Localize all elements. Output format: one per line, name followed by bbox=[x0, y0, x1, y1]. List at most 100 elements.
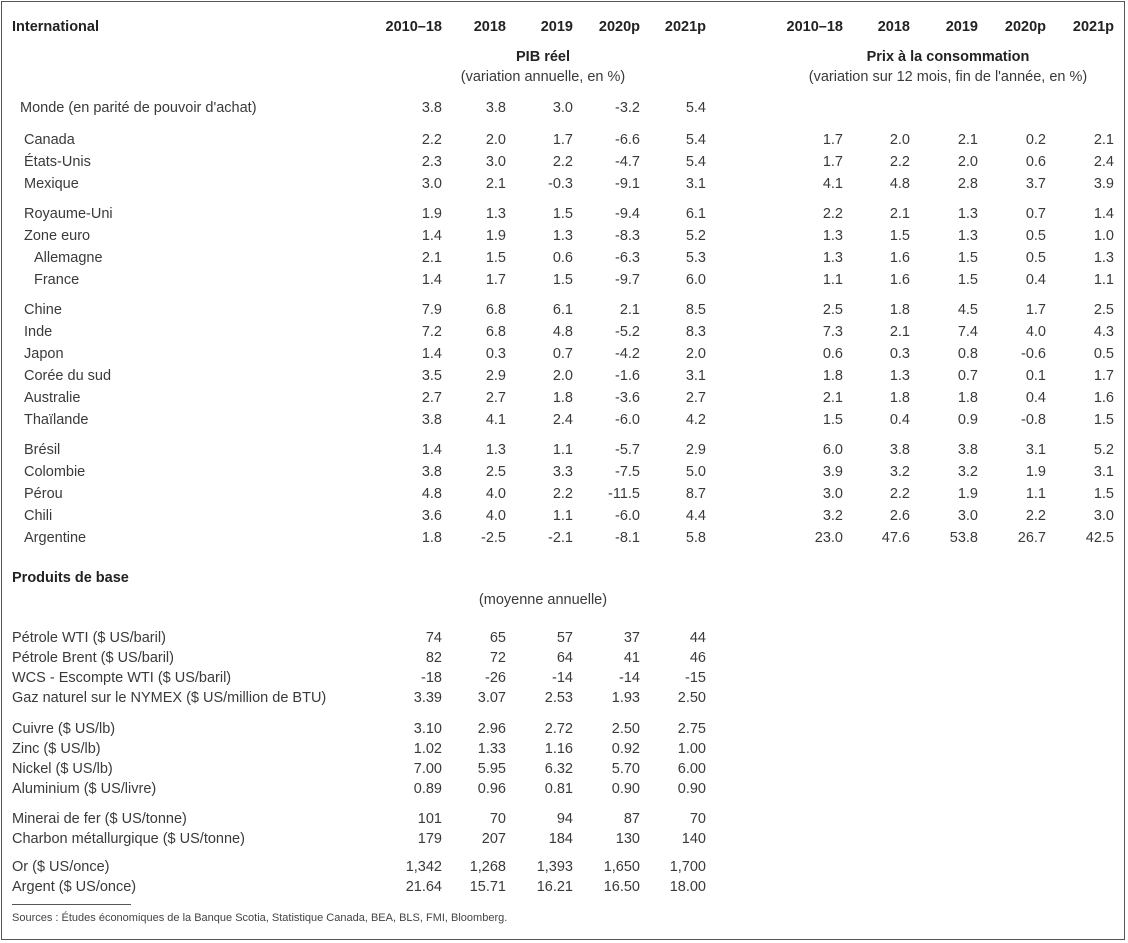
gdp-value: -11.5 bbox=[608, 486, 640, 502]
commodity-value: 0.81 bbox=[544, 781, 573, 797]
cpi-value: 1.3 bbox=[889, 368, 910, 384]
cpi-value: 1.5 bbox=[889, 228, 910, 244]
gdp-value: 0.6 bbox=[552, 250, 573, 266]
cpi-value: 2.2 bbox=[889, 154, 910, 170]
gdp-value: 5.4 bbox=[685, 154, 706, 170]
gdp-value: 2.2 bbox=[421, 132, 442, 148]
cpi-value: 2.2 bbox=[1025, 508, 1046, 524]
gdp-value: 5.8 bbox=[685, 530, 706, 546]
gdp-value: 3.0 bbox=[552, 100, 573, 116]
commodity-value: -26 bbox=[485, 670, 506, 686]
gdp-value: 1.1 bbox=[552, 508, 573, 524]
cpi-value: 3.1 bbox=[1093, 464, 1114, 480]
cpi-value: -0.6 bbox=[1021, 346, 1046, 362]
cpi-column-header: 2010–18 bbox=[786, 19, 843, 35]
commodity-value: -18 bbox=[421, 670, 442, 686]
gdp-value: 2.0 bbox=[552, 368, 573, 384]
commodity-value: 1.16 bbox=[544, 741, 573, 757]
commodity-value: 15.71 bbox=[469, 879, 506, 895]
gdp-value: 6.1 bbox=[552, 302, 573, 318]
gdp-section-title: PIB réel bbox=[516, 49, 570, 65]
cpi-column-header: 2020p bbox=[1004, 19, 1046, 35]
cpi-value: 1.6 bbox=[1093, 390, 1114, 406]
commodity-value: 140 bbox=[681, 831, 706, 847]
commodity-value: 1,393 bbox=[536, 859, 573, 875]
commodity-value: 74 bbox=[425, 630, 442, 646]
country-name: Inde bbox=[24, 324, 53, 340]
cpi-value: 3.9 bbox=[1093, 176, 1114, 192]
gdp-value: 2.7 bbox=[421, 390, 442, 406]
country-name: Canada bbox=[24, 132, 75, 148]
cpi-value: 6.0 bbox=[822, 442, 843, 458]
commodity-value: 179 bbox=[417, 831, 442, 847]
gdp-value: -3.2 bbox=[615, 100, 640, 116]
country-name: Mexique bbox=[24, 176, 79, 192]
cpi-value: 2.0 bbox=[957, 154, 978, 170]
cpi-value: 2.0 bbox=[889, 132, 910, 148]
gdp-value: 7.9 bbox=[421, 302, 442, 318]
commodity-value: 64 bbox=[556, 650, 573, 666]
commodity-name: Cuivre ($ US/lb) bbox=[12, 721, 116, 737]
commodity-value: 2.75 bbox=[677, 721, 706, 737]
cpi-value: 7.3 bbox=[822, 324, 843, 340]
commodity-name: Pétrole Brent ($ US/baril) bbox=[12, 650, 174, 666]
gdp-value: 4.8 bbox=[421, 486, 442, 502]
commodity-value: 101 bbox=[417, 811, 442, 827]
gdp-value: 1.7 bbox=[552, 132, 573, 148]
gdp-value: 3.0 bbox=[421, 176, 442, 192]
commodity-value: 18.00 bbox=[669, 879, 706, 895]
gdp-value: 1.4 bbox=[421, 272, 442, 288]
commodity-value: 0.96 bbox=[477, 781, 506, 797]
cpi-value: 2.5 bbox=[822, 302, 843, 318]
country-name: Brésil bbox=[24, 442, 61, 458]
country-name: Corée du sud bbox=[24, 368, 112, 384]
cpi-value: 2.6 bbox=[889, 508, 910, 524]
gdp-value: 3.8 bbox=[421, 464, 442, 480]
cpi-value: 1.1 bbox=[822, 272, 843, 288]
cpi-value: 1.1 bbox=[1093, 272, 1114, 288]
gdp-value: 1.3 bbox=[485, 442, 506, 458]
commodity-value: 0.89 bbox=[413, 781, 442, 797]
gdp-column-header: 2021p bbox=[664, 19, 706, 35]
gdp-value: 4.2 bbox=[685, 412, 706, 428]
gdp-value: -2.5 bbox=[481, 530, 506, 546]
cpi-value: -0.8 bbox=[1021, 412, 1046, 428]
cpi-value: 1.5 bbox=[822, 412, 843, 428]
gdp-value: 3.8 bbox=[485, 100, 506, 116]
commodity-value: 3.07 bbox=[477, 690, 506, 706]
gdp-value: -4.2 bbox=[615, 346, 640, 362]
cpi-value: 3.1 bbox=[1025, 442, 1046, 458]
cpi-value: 0.2 bbox=[1025, 132, 1046, 148]
cpi-value: 1.0 bbox=[1093, 228, 1114, 244]
cpi-value: 1.9 bbox=[957, 486, 978, 502]
cpi-value: 0.1 bbox=[1025, 368, 1046, 384]
gdp-value: 2.2 bbox=[552, 486, 573, 502]
commodity-value: 70 bbox=[489, 811, 506, 827]
commodity-value: 184 bbox=[548, 831, 573, 847]
gdp-value: 5.3 bbox=[685, 250, 706, 266]
gdp-value: 3.1 bbox=[685, 368, 706, 384]
commodity-value: 82 bbox=[425, 650, 442, 666]
cpi-value: 2.1 bbox=[889, 206, 910, 222]
cpi-value: 3.0 bbox=[822, 486, 843, 502]
gdp-value: 1.9 bbox=[485, 228, 506, 244]
cpi-value: 3.7 bbox=[1025, 176, 1046, 192]
cpi-value: 1.7 bbox=[1093, 368, 1114, 384]
cpi-value: 1.1 bbox=[1025, 486, 1046, 502]
country-name: États-Unis bbox=[24, 154, 91, 170]
sources-note: Sources : Études économiques de la Banqu… bbox=[12, 912, 508, 924]
cpi-value: 2.2 bbox=[822, 206, 843, 222]
commodity-value: 2.53 bbox=[544, 690, 573, 706]
commodities-title: Produits de base bbox=[12, 570, 129, 586]
gdp-value: 3.8 bbox=[421, 100, 442, 116]
commodity-value: -14 bbox=[552, 670, 573, 686]
commodity-value: 1,650 bbox=[603, 859, 640, 875]
cpi-value: 4.3 bbox=[1093, 324, 1114, 340]
cpi-value: 1.7 bbox=[822, 154, 843, 170]
gdp-value: 5.4 bbox=[685, 132, 706, 148]
commodity-value: 1,342 bbox=[405, 859, 442, 875]
commodity-value: 1.02 bbox=[413, 741, 442, 757]
country-name: Royaume-Uni bbox=[24, 206, 113, 222]
cpi-value: 1.5 bbox=[957, 272, 978, 288]
